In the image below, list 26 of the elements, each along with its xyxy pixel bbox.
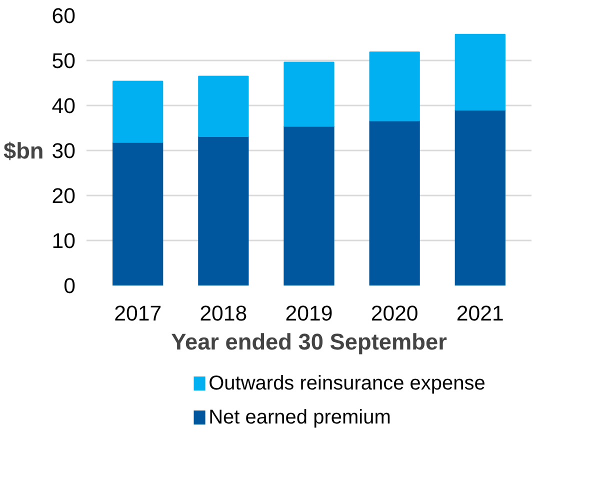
- x-tick-label: 2019: [285, 302, 333, 326]
- y-axis-title: $bn: [4, 138, 44, 164]
- bar: [198, 136, 249, 286]
- bar: [284, 62, 334, 127]
- y-tick-label: 0: [64, 274, 76, 298]
- y-tick-label: 20: [52, 184, 76, 208]
- bar: [112, 80, 164, 143]
- bar: [369, 51, 420, 122]
- bar: [112, 142, 164, 286]
- legend-label: Outwards reinsurance expense: [208, 372, 486, 394]
- y-tick-label: 40: [52, 94, 76, 118]
- x-axis-title: Year ended 30 September: [171, 328, 448, 354]
- y-tick-label: 30: [52, 139, 76, 163]
- y-tick-label: 10: [52, 229, 76, 253]
- y-tick-label: 60: [52, 4, 76, 28]
- legend-label: Net earned premium: [208, 406, 391, 428]
- x-tick-label: 2018: [200, 302, 248, 326]
- bar: [454, 110, 506, 286]
- bar: [198, 76, 249, 138]
- x-tick-label: 2021: [456, 302, 504, 326]
- bar: [369, 120, 420, 286]
- y-tick-label: 50: [52, 49, 76, 73]
- bar: [454, 34, 506, 110]
- x-tick-label: 2017: [114, 302, 162, 326]
- x-tick-label: 2020: [370, 302, 418, 326]
- bar: [284, 126, 334, 286]
